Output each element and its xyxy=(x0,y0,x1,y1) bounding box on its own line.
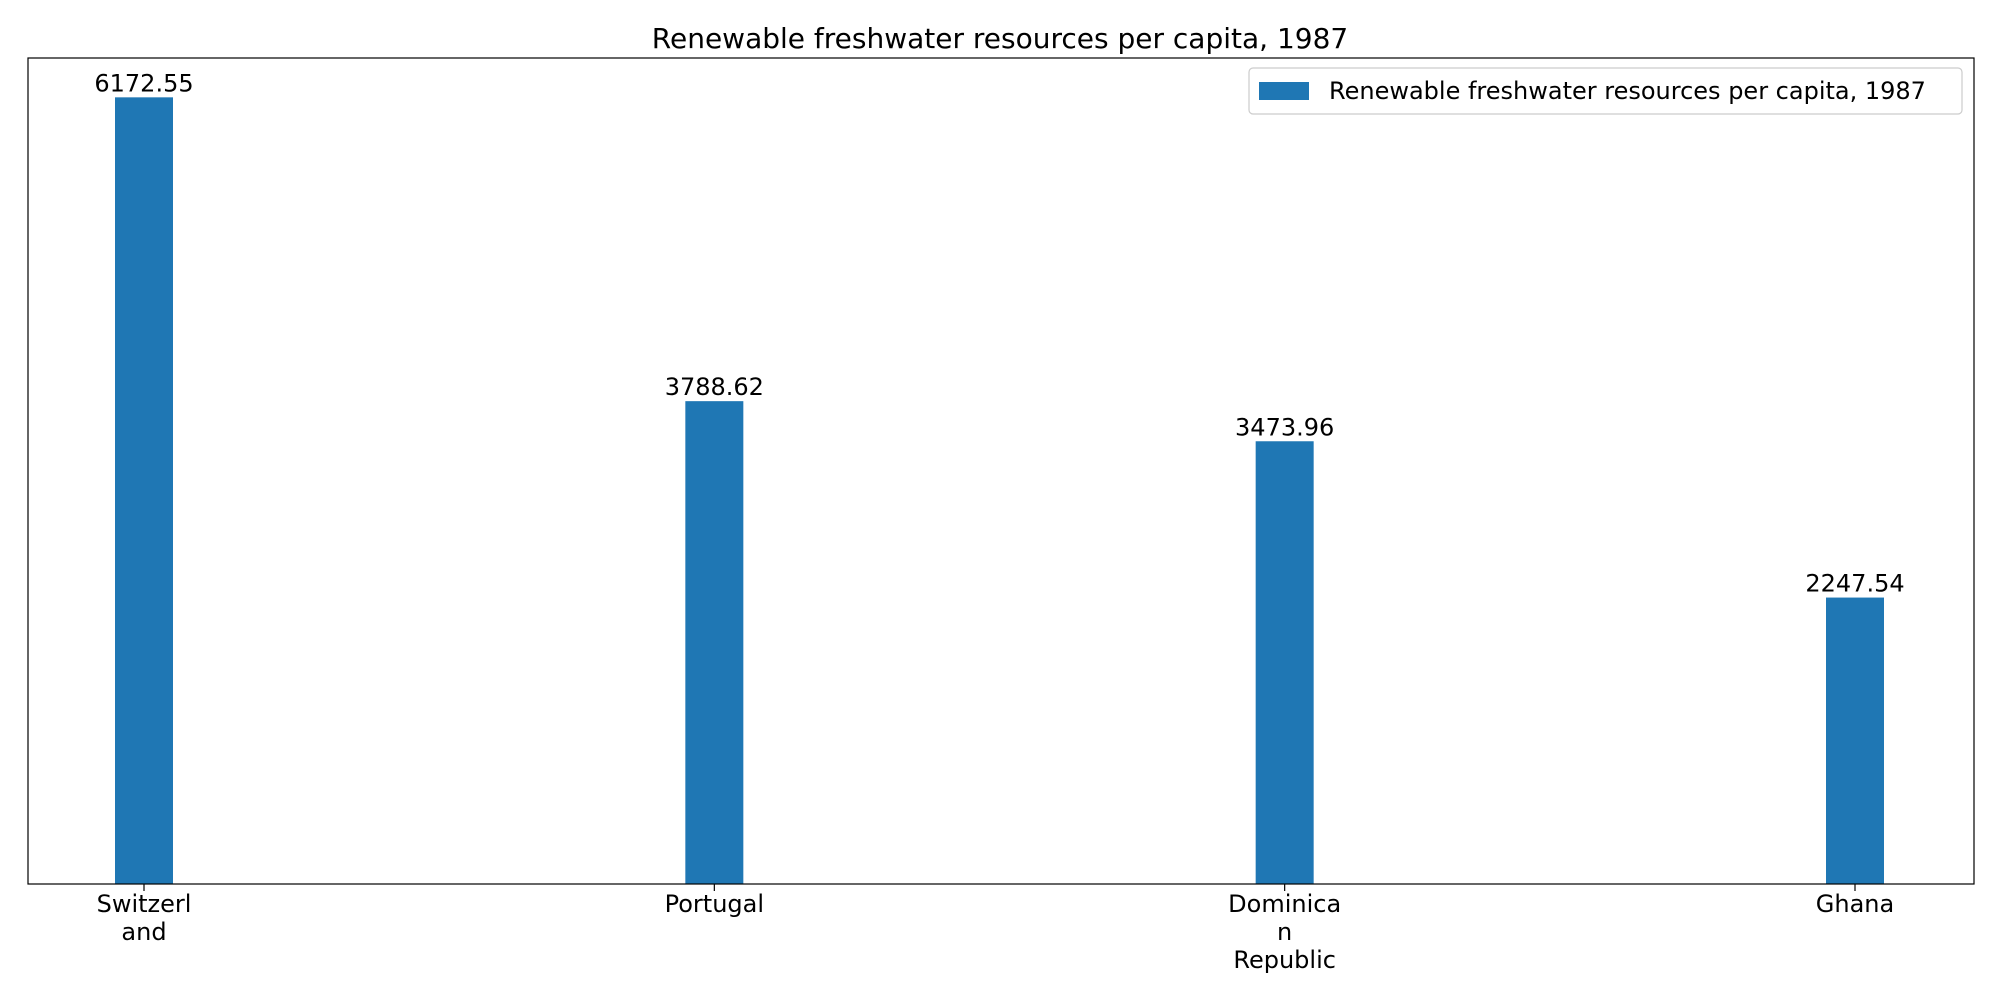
chart-title: Renewable freshwater resources per capit… xyxy=(652,22,1348,55)
x-tick-label: Dominica n Republic xyxy=(1228,890,1341,974)
value-label: 3788.62 xyxy=(665,373,764,401)
legend: Renewable freshwater resources per capit… xyxy=(1248,67,1963,115)
plot-area-frame xyxy=(27,57,1975,885)
value-label: 3473.96 xyxy=(1235,413,1334,441)
legend-label: Renewable freshwater resources per capit… xyxy=(1329,77,1926,105)
value-label: 6172.55 xyxy=(94,69,193,97)
legend-box xyxy=(1248,67,1963,115)
x-tick-label: Switzerl and xyxy=(97,890,192,946)
bar-portugal xyxy=(685,401,744,884)
value-label: 2247.54 xyxy=(1805,570,1904,598)
legend-swatch xyxy=(1259,82,1309,100)
x-tick-label: Portugal xyxy=(665,890,764,918)
x-tick-label: Ghana xyxy=(1816,890,1894,918)
bar-dominican-republic xyxy=(1255,441,1314,884)
x-tick-labels-group: Switzerl and Portugal Dominica n Republic Ghan… xyxy=(97,884,1894,974)
bar-ghana xyxy=(1826,597,1884,884)
value-labels-group: 6172.55 3788.62 3473.96 2247.54 xyxy=(94,69,1904,597)
bars-group xyxy=(115,97,1884,885)
bar-switzerland xyxy=(115,97,173,885)
